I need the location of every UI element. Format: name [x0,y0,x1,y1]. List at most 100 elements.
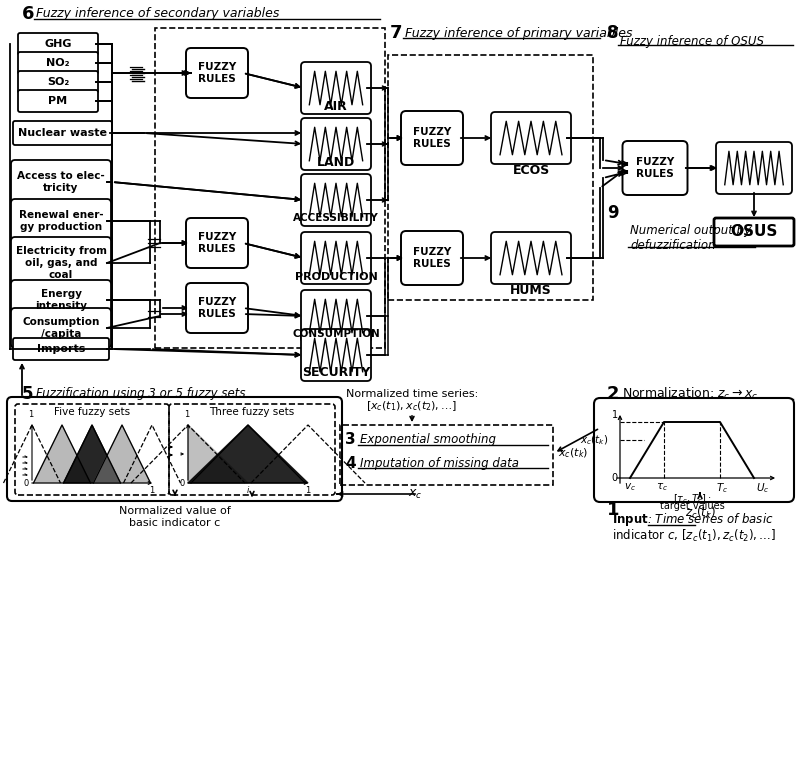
FancyBboxPatch shape [11,199,111,243]
Text: RULES: RULES [198,74,236,84]
Text: 6: 6 [22,5,34,23]
Polygon shape [34,425,90,483]
FancyBboxPatch shape [11,308,111,348]
FancyBboxPatch shape [11,280,111,320]
FancyBboxPatch shape [11,160,111,204]
Text: Fuzzy inference of OSUS: Fuzzy inference of OSUS [620,35,764,48]
Bar [388,55,593,300]
Text: 1: 1 [306,486,310,495]
Text: RULES: RULES [413,139,451,149]
FancyBboxPatch shape [301,290,371,342]
Polygon shape [188,425,308,483]
FancyBboxPatch shape [301,329,371,381]
Text: Imports: Imports [37,344,85,354]
Text: ECOS: ECOS [512,164,550,177]
Text: 1: 1 [184,410,190,419]
Bar [155,28,385,348]
Text: Access to elec-
tricity: Access to elec- tricity [17,171,105,193]
Text: AIR: AIR [324,100,348,112]
Text: Nuclear waste: Nuclear waste [18,128,106,138]
Text: 7: 7 [390,24,402,42]
Text: Fuzzy inference of secondary variables: Fuzzy inference of secondary variables [36,8,279,21]
FancyBboxPatch shape [13,121,112,145]
Text: OSUS: OSUS [730,224,778,240]
Text: 1: 1 [28,410,34,419]
Text: Normalization: $z_c \rightarrow x_c$: Normalization: $z_c \rightarrow x_c$ [622,386,758,402]
Text: SECURITY: SECURITY [302,366,370,379]
FancyBboxPatch shape [7,397,342,501]
Text: Energy
intensity: Energy intensity [35,290,87,311]
Text: indicator $c$, $[z_c(t_1), z_c(t_2), \ldots]$: indicator $c$, $[z_c(t_1), z_c(t_2), \ld… [612,528,776,544]
FancyBboxPatch shape [301,232,371,284]
FancyBboxPatch shape [491,112,571,164]
Text: Renewal ener-
gy production: Renewal ener- gy production [18,210,103,232]
Bar [340,425,553,485]
Text: 2: 2 [607,385,619,403]
Polygon shape [94,425,150,483]
FancyBboxPatch shape [11,237,111,289]
Text: 8: 8 [607,24,618,42]
Text: $[\tau_c, T_c]:$: $[\tau_c, T_c]:$ [673,492,711,506]
Text: $x_c(t_k)$: $x_c(t_k)$ [579,433,608,447]
Text: ACCESSIBILITY: ACCESSIBILITY [293,213,379,223]
Text: Fuzzy inference of primary variables: Fuzzy inference of primary variables [405,27,633,39]
Text: $\mathbf{Input}$: Time series of basic: $\mathbf{Input}$: Time series of basic [612,511,774,528]
FancyBboxPatch shape [13,338,109,360]
Text: GHG: GHG [44,39,72,49]
Text: PRODUCTION: PRODUCTION [294,272,378,282]
FancyBboxPatch shape [18,71,98,93]
Text: 1: 1 [612,410,618,420]
FancyBboxPatch shape [401,111,463,165]
Text: FUZZY: FUZZY [198,232,236,242]
Text: 3: 3 [345,432,356,448]
Text: 5: 5 [22,385,34,403]
Text: $v_c$: $v_c$ [624,481,636,493]
Polygon shape [63,425,121,483]
Text: $T_c$: $T_c$ [716,481,728,495]
Text: PM: PM [49,96,67,106]
FancyBboxPatch shape [18,90,98,112]
FancyBboxPatch shape [301,118,371,170]
Text: FUZZY: FUZZY [198,297,236,307]
Text: i: i [247,486,249,495]
Text: FUZZY: FUZZY [636,157,674,167]
Text: 0: 0 [612,473,618,483]
Text: Three fuzzy sets: Three fuzzy sets [210,407,294,417]
Text: Numerical output by
defuzzification: Numerical output by defuzzification [630,224,751,252]
Text: 1: 1 [150,486,154,495]
Text: target values: target values [660,501,724,511]
FancyBboxPatch shape [622,141,687,195]
Text: RULES: RULES [636,169,674,179]
Text: FUZZY: FUZZY [413,247,451,257]
Text: $z_c(t_k)$: $z_c(t_k)$ [685,505,715,521]
Text: Consumption
/capita: Consumption /capita [22,317,100,339]
Text: LAND: LAND [317,155,355,168]
FancyBboxPatch shape [186,283,248,333]
Text: RULES: RULES [413,259,451,269]
Text: Imputation of missing data: Imputation of missing data [360,456,519,469]
Text: Fuzzification using 3 or 5 fuzzy sets: Fuzzification using 3 or 5 fuzzy sets [36,388,246,400]
FancyBboxPatch shape [491,232,571,284]
FancyBboxPatch shape [301,62,371,114]
Text: $\tau_c$: $\tau_c$ [656,481,668,493]
Text: SO₂: SO₂ [47,77,69,87]
Text: 0: 0 [180,478,185,488]
FancyBboxPatch shape [186,48,248,98]
Text: 4: 4 [345,455,356,471]
Text: HUMS: HUMS [510,283,552,296]
Text: Electricity from
oil, gas, and
coal: Electricity from oil, gas, and coal [15,247,106,280]
FancyBboxPatch shape [18,33,98,55]
FancyBboxPatch shape [594,398,794,502]
Text: CONSUMPTION: CONSUMPTION [292,329,380,339]
Text: 9: 9 [607,204,618,222]
Text: FUZZY: FUZZY [413,127,451,137]
FancyBboxPatch shape [18,52,98,74]
Text: Normalized value of
basic indicator c: Normalized value of basic indicator c [119,506,231,528]
FancyBboxPatch shape [186,218,248,268]
Text: Exponential smoothing: Exponential smoothing [360,433,496,446]
Text: $x_c(t_k)$: $x_c(t_k)$ [558,446,588,460]
Text: Five fuzzy sets: Five fuzzy sets [54,407,130,417]
Text: RULES: RULES [198,309,236,319]
FancyBboxPatch shape [714,218,794,246]
FancyBboxPatch shape [401,231,463,285]
